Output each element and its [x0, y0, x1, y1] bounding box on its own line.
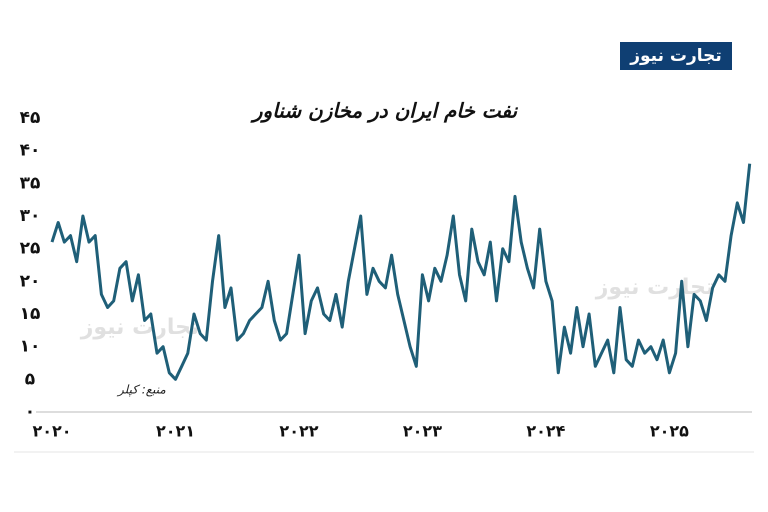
y-tick-label: ۵ — [25, 369, 35, 389]
brand-box — [620, 42, 732, 70]
x-tick-label: ۲۰۲۰ — [32, 422, 71, 441]
y-tick-label: ۳۰ — [20, 206, 41, 226]
watermark: تجارت نیوز — [80, 315, 200, 340]
y-tick-label: ۰ — [25, 402, 35, 422]
x-tick-label: ۲۰۲۳ — [403, 422, 442, 441]
x-tick-label: ۲۰۲۴ — [526, 422, 565, 441]
x-tick-label: ۲۰۲۵ — [650, 422, 689, 441]
y-tick-label: ۴۰ — [20, 141, 41, 161]
y-tick-label: ۱۰ — [20, 337, 41, 357]
source: منبع: کپلر — [116, 383, 166, 397]
x-tick-label: ۲۰۲۱ — [156, 422, 195, 441]
y-tick-label: ۲۰ — [20, 271, 41, 291]
data-line — [50, 163, 752, 381]
y-tick-label: ۱۵ — [20, 304, 41, 324]
chart-title: نفت خام ایران در مخازن شناور — [250, 99, 519, 124]
y-tick-label: ۴۵ — [20, 108, 41, 128]
y-tick-label: ۳۵ — [20, 173, 41, 193]
x-tick-label: ۲۰۲۲ — [279, 422, 318, 441]
brand: تجارت نیوز — [629, 46, 722, 66]
y-tick-label: ۲۵ — [20, 239, 41, 259]
